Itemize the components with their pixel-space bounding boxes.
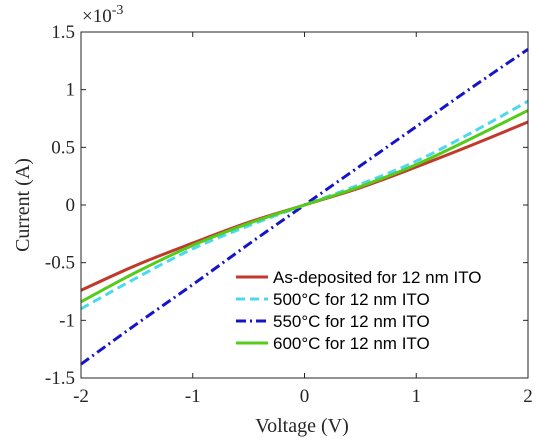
y-axis-label: Current (A) — [12, 158, 34, 252]
series-line-4 — [80, 109, 529, 304]
series-lines — [80, 48, 529, 366]
legend-label-1: As-deposited for 12 nm ITO — [273, 268, 482, 287]
x-tick-label: 1 — [412, 386, 422, 407]
x-axis-label: Voltage (V) — [255, 415, 349, 437]
legend-label-2: 500°C for 12 nm ITO — [273, 290, 430, 309]
y-exponent-base: ×10 — [82, 6, 112, 27]
y-tick-label: 0.5 — [51, 137, 75, 158]
y-tick-label: 0 — [66, 195, 76, 216]
legend-label-4: 600°C for 12 nm ITO — [273, 334, 430, 353]
y-tick-label: -0.5 — [45, 253, 75, 274]
legend-label-3: 550°C for 12 nm ITO — [273, 312, 430, 331]
ticks: -2 -1 0 1 2 -1.5 -1 -0.5 0 0.5 1 1.5 — [45, 22, 533, 407]
x-tick-label: 0 — [300, 386, 310, 407]
y-tick-label: 1 — [66, 80, 76, 101]
x-tick-label: 2 — [523, 386, 533, 407]
y-tick-label: -1 — [59, 310, 75, 331]
y-exponent-label: ×10-3 — [82, 3, 123, 27]
y-exponent-power: -3 — [112, 3, 124, 18]
y-tick-label: -1.5 — [45, 368, 75, 389]
y-tick-label: 1.5 — [51, 22, 75, 43]
x-tick-label: -2 — [73, 386, 89, 407]
legend: As-deposited for 12 nm ITO 500°C for 12 n… — [236, 268, 482, 353]
x-tick-label: -1 — [185, 386, 201, 407]
